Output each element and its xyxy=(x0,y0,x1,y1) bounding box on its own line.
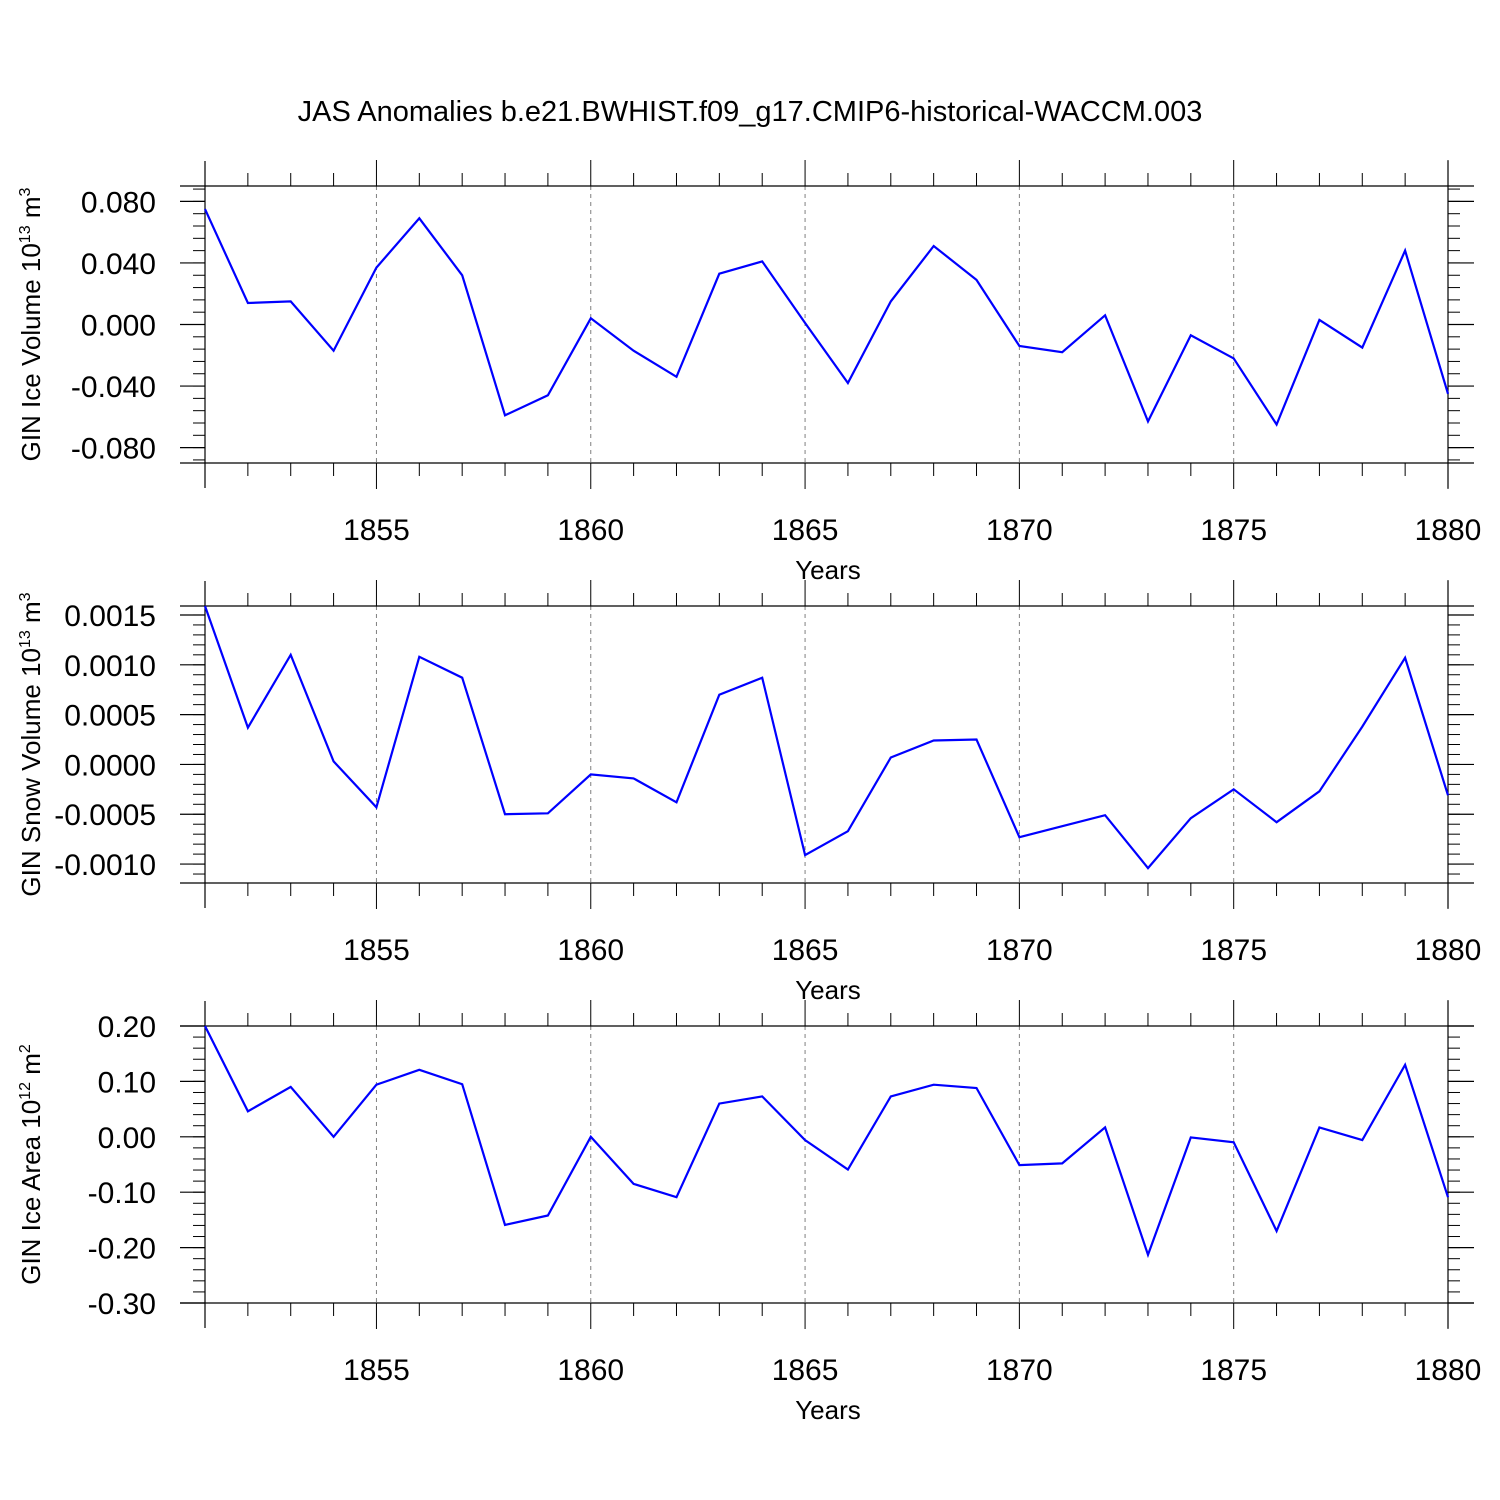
x-axis-title: Years xyxy=(795,555,861,585)
panel-2: 1855 1860 1865 1870 1875 1880 0.0015 0.0010 0.00… xyxy=(16,580,1481,1005)
x-tick-label: 1875 xyxy=(1200,1354,1267,1387)
y-tick-label: 0.00 xyxy=(98,1122,156,1155)
y-axis-title: GIN Ice Area 1012 m2 xyxy=(16,1044,46,1285)
x-tick-label: 1855 xyxy=(343,514,410,547)
x-axis-title: Years xyxy=(795,1395,861,1425)
chart-title: JAS Anomalies b.e21.BWHIST.f09_g17.CMIP6… xyxy=(297,96,1203,128)
x-tick-label: 1865 xyxy=(772,514,839,547)
x-tick-label: 1880 xyxy=(1415,934,1482,967)
panel-3: 1855 1860 1865 1870 1875 1880 0.20 0.10 0.00 -0.1… xyxy=(16,1000,1481,1425)
series-line xyxy=(203,605,1450,870)
x-tick-label: 1860 xyxy=(557,1354,624,1387)
x-tick-label: 1880 xyxy=(1415,514,1482,547)
y-axis-title: GIN Ice Volume 1013 m3 xyxy=(16,187,46,461)
x-tick-label: 1860 xyxy=(557,934,624,967)
series-line xyxy=(203,208,1450,427)
y-tick-label: -0.30 xyxy=(88,1288,156,1321)
y-tick-label: 0.040 xyxy=(81,248,156,281)
x-tick-label: 1855 xyxy=(343,934,410,967)
y-axis-title: GIN Snow Volume 1013 m3 xyxy=(16,592,46,896)
x-tick-label: 1855 xyxy=(343,1354,410,1387)
y-tick-label: -0.080 xyxy=(71,433,156,466)
y-tick-label: 0.000 xyxy=(81,310,156,343)
y-tick-label: -0.20 xyxy=(88,1233,156,1266)
x-tick-label: 1875 xyxy=(1200,514,1267,547)
panel-1: 1855 1860 1865 1870 1875 1880 0.080 0.040 0.000 -… xyxy=(16,160,1481,585)
x-tick-label: 1870 xyxy=(986,934,1053,967)
x-tick-label: 1875 xyxy=(1200,934,1267,967)
y-tick-label: -0.0005 xyxy=(54,799,156,832)
y-tick-label: 0.0005 xyxy=(64,700,156,733)
x-tick-label: 1865 xyxy=(772,934,839,967)
x-tick-label: 1860 xyxy=(557,514,624,547)
y-tick-label: 0.0000 xyxy=(64,749,156,782)
y-tick-label: -0.0010 xyxy=(54,849,156,882)
y-tick-label: 0.0015 xyxy=(64,600,156,633)
x-tick-label: 1870 xyxy=(986,514,1053,547)
y-tick-label: 0.20 xyxy=(98,1011,156,1044)
y-tick-label: 0.0010 xyxy=(64,650,156,683)
x-axis-title: Years xyxy=(795,975,861,1005)
y-tick-label: 0.10 xyxy=(98,1066,156,1099)
y-tick-label: -0.10 xyxy=(88,1177,156,1210)
x-tick-label: 1870 xyxy=(986,1354,1053,1387)
x-tick-label: 1865 xyxy=(772,1354,839,1387)
series-line xyxy=(204,1025,1450,1259)
y-tick-label: 0.080 xyxy=(81,186,156,219)
y-tick-label: -0.040 xyxy=(71,371,156,404)
x-tick-label: 1880 xyxy=(1415,1354,1482,1387)
